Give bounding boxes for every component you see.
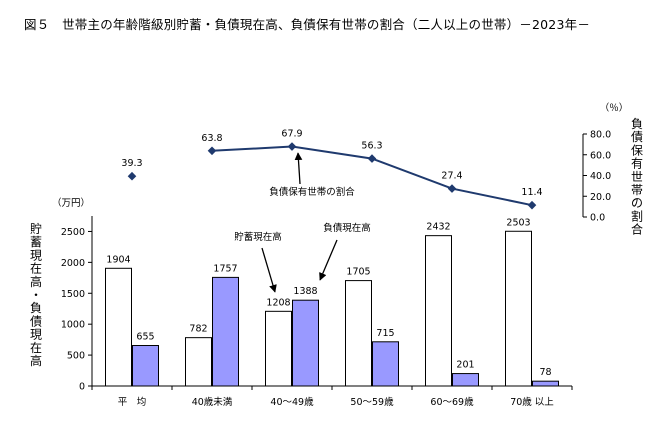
x-tick-label: 40～49歳 xyxy=(270,396,314,408)
line-marker xyxy=(367,154,377,163)
line-data-label: 11.4 xyxy=(521,187,542,198)
line-marker xyxy=(127,171,137,181)
annotation-line: 負債保有世帯の割合 xyxy=(269,186,355,198)
x-tick-label: 60～69歳 xyxy=(430,396,474,408)
y-tick-label-right: 60.0 xyxy=(590,150,611,161)
line-marker xyxy=(527,200,537,210)
bar-data-label: 1208 xyxy=(266,297,290,308)
bar-data-label: 2432 xyxy=(426,222,450,233)
y-tick-label-right: 0.0 xyxy=(590,213,605,224)
bar-data-label: 1388 xyxy=(293,286,317,297)
y-tick-label-right: 80.0 xyxy=(590,130,611,141)
line-data-label: 63.8 xyxy=(201,133,222,144)
line-data-label: 56.3 xyxy=(361,141,382,152)
bar xyxy=(265,310,292,387)
bar xyxy=(505,230,532,387)
bar xyxy=(452,373,479,387)
line-marker xyxy=(447,184,457,193)
bars-layer xyxy=(105,230,559,387)
bar xyxy=(425,235,452,387)
y-tick-label-left: 500 xyxy=(67,351,85,362)
bar-data-label: 715 xyxy=(376,328,394,339)
y-tick-label-right: 40.0 xyxy=(590,171,611,182)
line-marker xyxy=(287,142,297,151)
bar xyxy=(372,341,399,387)
y-unit-left: （万円） xyxy=(52,197,90,209)
bar-data-label: 782 xyxy=(189,324,207,335)
bar-data-label: 78 xyxy=(539,367,551,378)
bar-data-label: 1904 xyxy=(106,254,130,265)
line-marker xyxy=(207,146,217,156)
line-data-label: 27.4 xyxy=(441,171,462,182)
bar xyxy=(132,345,159,387)
y-tick-label-left: 0 xyxy=(79,382,85,393)
y-tick-label-left: 1500 xyxy=(61,289,85,300)
bar-data-label: 1705 xyxy=(346,267,370,278)
y-tick-label-left: 2000 xyxy=(61,258,85,269)
x-tick-label: 40歳未満 xyxy=(192,396,233,408)
x-tick-label: 平 均 xyxy=(118,396,147,408)
x-tick-label: 70歳 以上 xyxy=(510,396,554,408)
arrow-line xyxy=(294,152,303,185)
annotation-debt: 負債現在高 xyxy=(323,222,371,234)
y-unit-right: （％） xyxy=(600,102,629,114)
line-data-label: 39.3 xyxy=(121,158,142,169)
chart-title: 図５ 世帯主の年齢階級別貯蓄・負債現在高、負債保有世帯の割合（二人以上の世帯）－… xyxy=(24,17,591,32)
arrow-debt xyxy=(319,239,338,281)
bar-data-label: 2503 xyxy=(506,217,530,228)
x-tick-label: 50～59歳 xyxy=(350,396,394,408)
axes-layer xyxy=(88,133,587,390)
annotation-savings: 貯蓄現在高 xyxy=(234,231,282,243)
bar xyxy=(532,380,559,387)
bar xyxy=(185,337,212,387)
y-axis-title-right: 負債保有世帯の割合 xyxy=(631,117,643,237)
y-tick-label-right: 20.0 xyxy=(590,192,611,203)
y-tick-label-left: 2500 xyxy=(61,227,85,238)
bar-data-label: 655 xyxy=(136,332,154,343)
line-layer xyxy=(127,142,537,210)
bar-data-label: 201 xyxy=(456,360,474,371)
bar-data-label: 1757 xyxy=(213,263,237,274)
bar xyxy=(345,280,372,387)
arrow-savings xyxy=(261,247,277,293)
y-axis-title-left: 貯蓄現在高・負債現在高 xyxy=(30,222,42,368)
y-tick-label-left: 1000 xyxy=(61,320,85,331)
bar xyxy=(292,299,319,387)
text-layer: 0 500 1000 1500 2000 2500 平 均 40歳未満 40～49歳 50～59歳… xyxy=(30,102,643,408)
line-data-label: 67.9 xyxy=(281,129,302,140)
bar xyxy=(105,267,132,387)
bar xyxy=(212,276,239,387)
